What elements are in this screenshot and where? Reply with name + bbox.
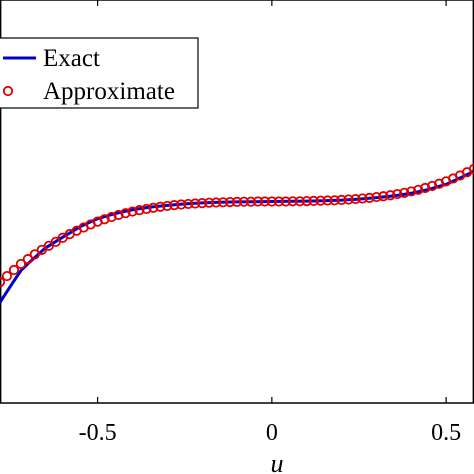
legend-label-approximate: Approximate [43,78,175,105]
series-approximate-point [343,194,354,205]
x-ticks: -0.5 0 0.5 [79,0,461,446]
series-approximate-point [371,191,382,203]
series-approximate-point [127,206,138,217]
series-approximate-point [155,201,166,212]
series-approximate-point [287,196,298,207]
series-approximate-point [1,270,13,282]
series-approximate-point [162,200,173,212]
series-approximate-point [8,264,20,276]
series-approximate-point [364,192,375,203]
series-approximate-point [329,195,340,206]
series-approximate-point [392,188,403,200]
series-approximate-point [322,195,333,206]
x-tick-label: 0 [266,420,278,446]
series-approximate-point [406,186,417,197]
series-approximate-point [259,196,270,207]
series-approximate-point [204,197,215,208]
series-approximate-point [280,196,291,207]
series-approximate-point [22,254,33,265]
legend-label-exact: Exact [43,45,100,72]
series-approximate-point [238,196,250,207]
series-approximate-point [134,205,145,216]
series-approximate-point [169,200,180,211]
series-approximate-point [315,195,326,206]
series-approximate-point [224,197,236,208]
series-approximate-point [413,184,424,195]
x-tick-label: 0.5 [431,420,461,446]
legend-swatch-approximate [2,85,14,97]
series-approximate-point [378,191,389,202]
legend-box [0,37,199,109]
series-approximate-point [357,193,368,204]
series-approximate-point [190,198,201,209]
series-approximate-point [0,277,6,288]
series-approximate-point [399,187,410,198]
series-approximate-point [350,193,361,205]
series-approximate-point [183,198,194,210]
series-approximate-point [294,196,305,207]
series-approximate-point [15,258,27,270]
series-approximate-point [252,196,264,207]
series-approximate-point [29,249,40,260]
series-approximate-point [336,194,347,205]
series-approximate-point [210,197,222,208]
series-layer [0,163,474,304]
series-approximate-point [308,195,319,206]
series-approximate-point [113,209,124,221]
legend: Exact Approximate [0,37,199,109]
series-approximate-point [273,196,284,207]
series-approximate-point [197,198,208,209]
x-tick-label: -0.5 [79,420,117,446]
series-approximate-point [148,202,159,213]
series-exact-line [0,169,474,304]
x-axis-label: u [271,449,284,474]
series-approximate-point [120,208,131,219]
series-approximate-point [231,196,243,207]
series-approximate-point [420,182,431,194]
series-approximate-point [301,196,312,207]
series-approximate-point [266,196,277,207]
series-approximate-point [176,199,187,210]
series-approximate-point [141,203,152,215]
series-approximate-point [245,196,257,207]
series-approximate-point [385,190,396,201]
series-approximate-point [106,211,117,223]
series-approximate-point [217,197,229,208]
